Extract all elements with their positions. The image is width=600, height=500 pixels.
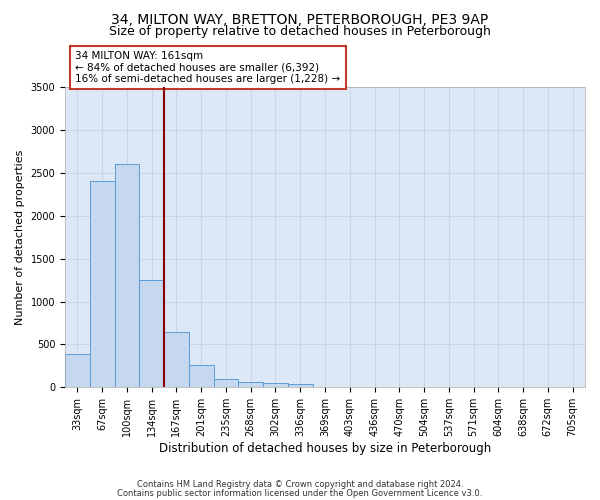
- Bar: [90, 182, 115, 388]
- Text: Contains public sector information licensed under the Open Government Licence v3: Contains public sector information licen…: [118, 488, 482, 498]
- Text: 34 MILTON WAY: 161sqm
← 84% of detached houses are smaller (6,392)
16% of semi-d: 34 MILTON WAY: 161sqm ← 84% of detached …: [76, 51, 341, 84]
- Bar: [238, 382, 263, 388]
- Bar: [288, 384, 313, 388]
- Y-axis label: Number of detached properties: Number of detached properties: [15, 150, 25, 325]
- Text: Contains HM Land Registry data © Crown copyright and database right 2024.: Contains HM Land Registry data © Crown c…: [137, 480, 463, 489]
- Bar: [189, 366, 214, 388]
- Bar: [263, 382, 288, 388]
- X-axis label: Distribution of detached houses by size in Peterborough: Distribution of detached houses by size …: [159, 442, 491, 455]
- Bar: [214, 379, 238, 388]
- Bar: [65, 354, 90, 388]
- Bar: [115, 164, 139, 388]
- Bar: [139, 280, 164, 388]
- Text: 34, MILTON WAY, BRETTON, PETERBOROUGH, PE3 9AP: 34, MILTON WAY, BRETTON, PETERBOROUGH, P…: [112, 12, 488, 26]
- Text: Size of property relative to detached houses in Peterborough: Size of property relative to detached ho…: [109, 25, 491, 38]
- Bar: [164, 332, 189, 388]
